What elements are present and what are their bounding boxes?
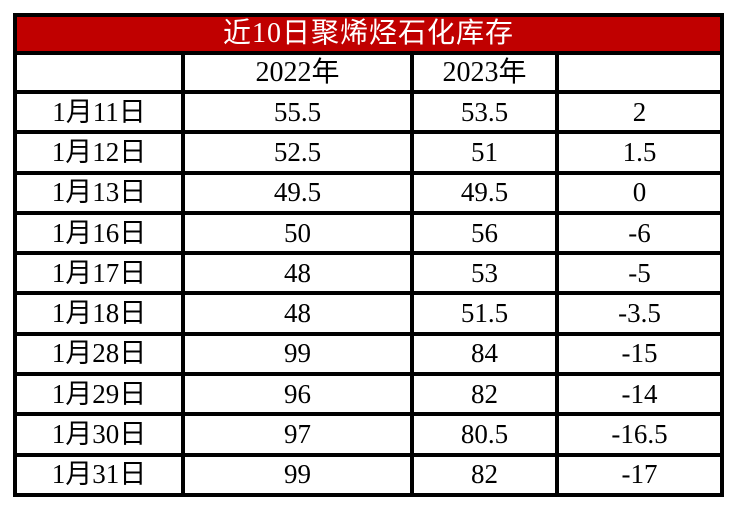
inventory-table: 近10日聚烯烃石化库存 2022年 2023年 1月11日 55.5 53.5 … [13, 13, 724, 497]
value-2023-cell: 53.5 [414, 94, 555, 131]
header-date-blank [17, 55, 181, 90]
date-cell: 1月18日 [17, 295, 181, 332]
value-2022-cell: 96 [185, 376, 410, 413]
value-2022-cell: 99 [185, 456, 410, 493]
date-cell: 1月28日 [17, 335, 181, 373]
value-2022-cell: 48 [185, 255, 410, 292]
diff-cell: -15 [559, 335, 720, 373]
value-2023-cell: 84 [414, 335, 555, 373]
value-2023-cell: 56 [414, 214, 555, 252]
date-cell: 1月31日 [17, 456, 181, 493]
date-cell: 1月29日 [17, 376, 181, 413]
value-2023-cell: 51 [414, 134, 555, 171]
value-2023-cell: 53 [414, 255, 555, 292]
value-2022-cell: 48 [185, 295, 410, 332]
table-title: 近10日聚烯烃石化库存 [17, 17, 720, 51]
value-2023-cell: 82 [414, 456, 555, 493]
value-2023-cell: 80.5 [414, 416, 555, 453]
diff-cell: 0 [559, 174, 720, 211]
header-2023: 2023年 [414, 55, 555, 90]
value-2022-cell: 55.5 [185, 94, 410, 131]
date-cell: 1月13日 [17, 174, 181, 211]
diff-cell: -17 [559, 456, 720, 493]
value-2023-cell: 51.5 [414, 295, 555, 332]
date-cell: 1月16日 [17, 214, 181, 252]
diff-cell: 2 [559, 94, 720, 131]
header-2022: 2022年 [185, 55, 410, 90]
value-2022-cell: 49.5 [185, 174, 410, 211]
date-cell: 1月30日 [17, 416, 181, 453]
diff-cell: -16.5 [559, 416, 720, 453]
value-2023-cell: 82 [414, 376, 555, 413]
diff-cell: -5 [559, 255, 720, 292]
date-cell: 1月12日 [17, 134, 181, 171]
diff-cell: -14 [559, 376, 720, 413]
date-cell: 1月17日 [17, 255, 181, 292]
value-2022-cell: 99 [185, 335, 410, 373]
diff-cell: 1.5 [559, 134, 720, 171]
value-2022-cell: 52.5 [185, 134, 410, 171]
value-2022-cell: 50 [185, 214, 410, 252]
value-2022-cell: 97 [185, 416, 410, 453]
diff-cell: -3.5 [559, 295, 720, 332]
header-diff-blank [559, 55, 720, 90]
date-cell: 1月11日 [17, 94, 181, 131]
value-2023-cell: 49.5 [414, 174, 555, 211]
diff-cell: -6 [559, 214, 720, 252]
